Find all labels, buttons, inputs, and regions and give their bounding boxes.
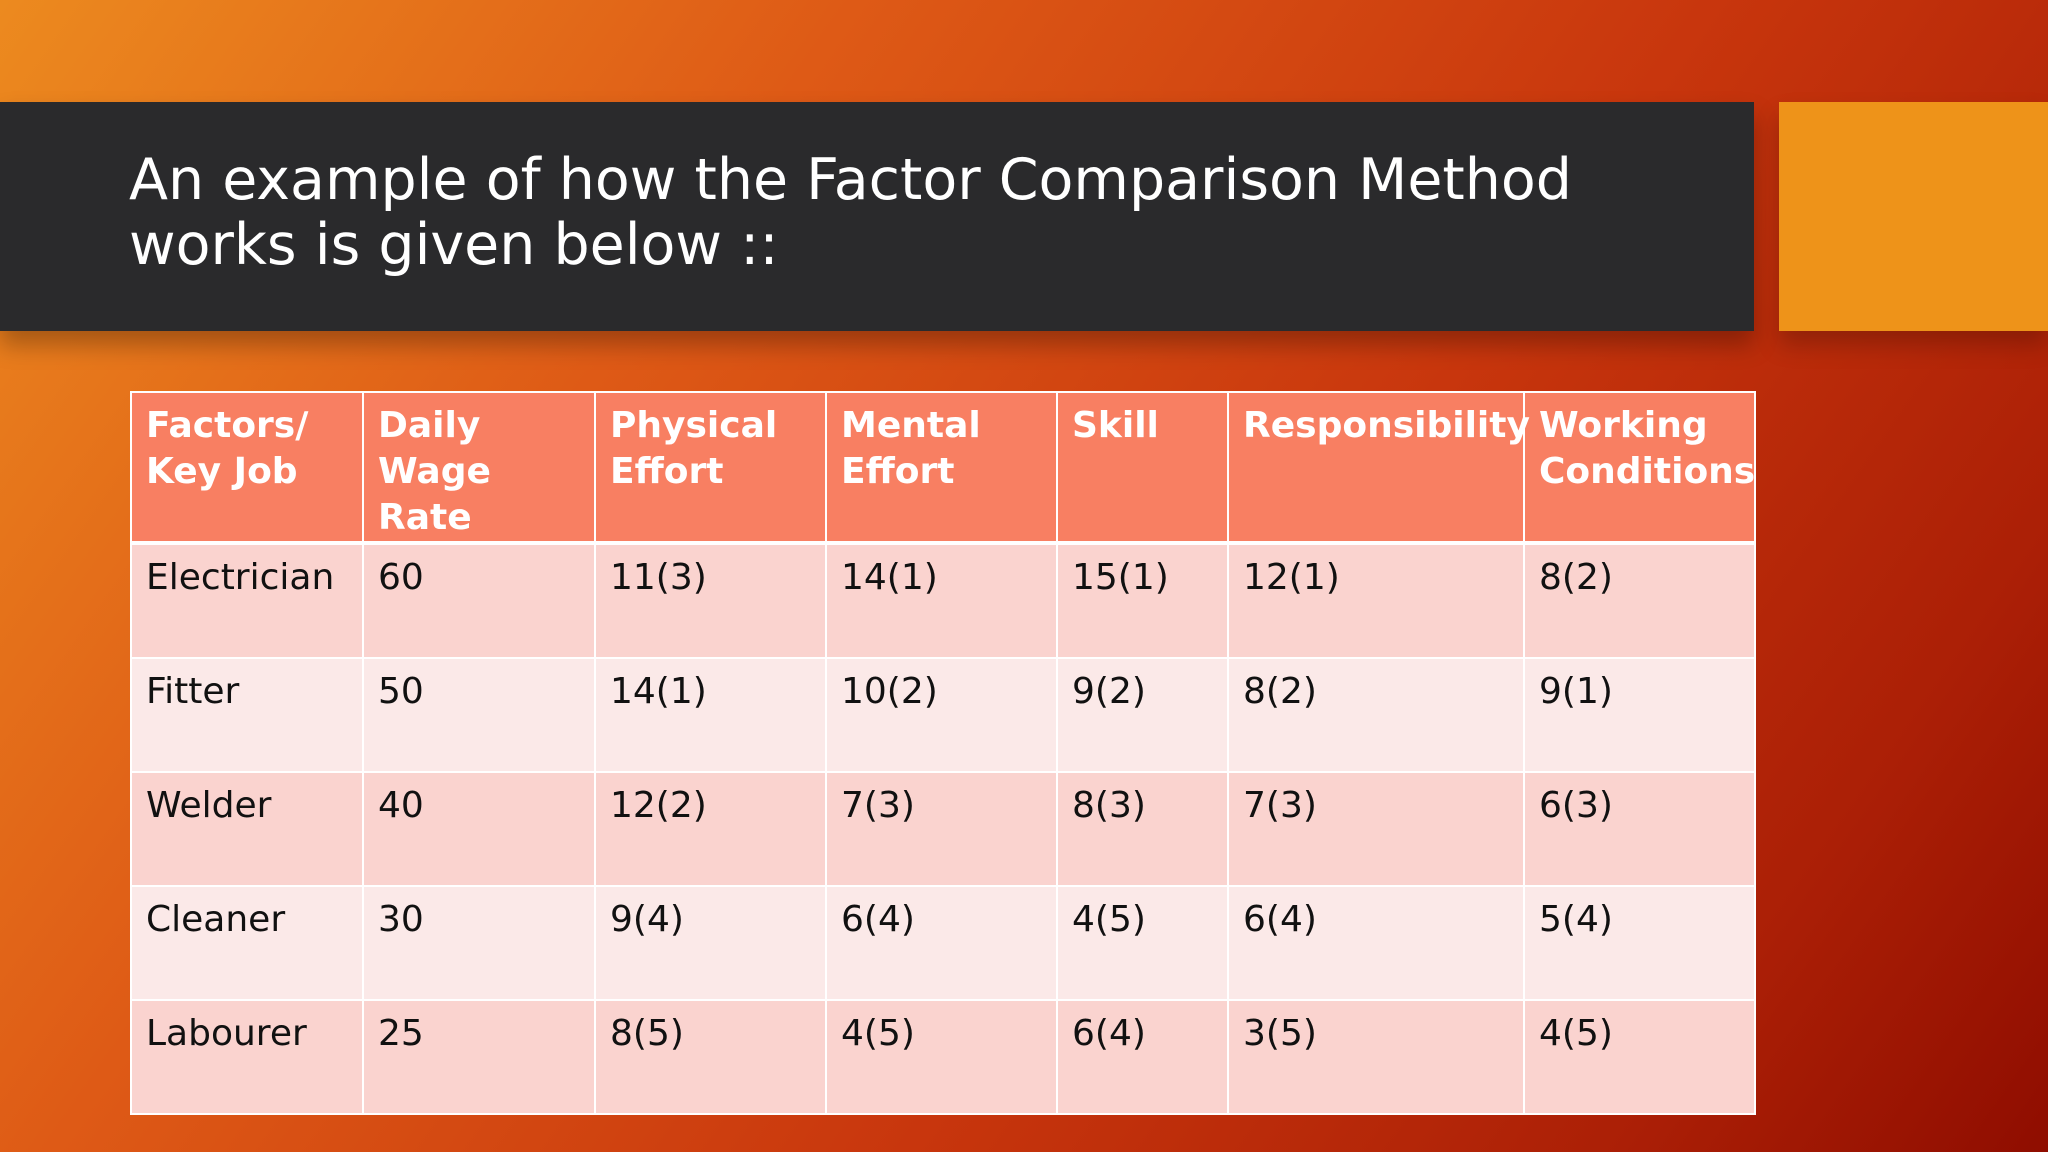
cell-working-conditions: 5(4) [1523, 885, 1756, 1001]
cell-key-job: Fitter [130, 657, 364, 773]
cell-working-conditions: 9(1) [1523, 657, 1756, 773]
cell-responsibility: 6(4) [1227, 885, 1525, 1001]
cell-daily-wage-rate: 60 [362, 542, 596, 659]
accent-block [1779, 102, 2048, 331]
slide-title: An example of how the Factor Comparison … [129, 147, 1572, 278]
title-band [0, 102, 1754, 331]
cell-physical-effort: 8(5) [594, 999, 827, 1115]
table-header-row: Factors/ Key Job Daily Wage Rate Physica… [130, 391, 1756, 545]
cell-mental-effort: 6(4) [825, 885, 1058, 1001]
cell-daily-wage-rate: 25 [362, 999, 596, 1115]
cell-mental-effort: 10(2) [825, 657, 1058, 773]
factor-comparison-table-container: Factors/ Key Job Daily Wage Rate Physica… [130, 391, 1756, 1115]
cell-responsibility: 8(2) [1227, 657, 1525, 773]
table-row: Labourer 25 8(5) 4(5) 6(4) 3(5) 4(5) [130, 999, 1756, 1115]
cell-working-conditions: 4(5) [1523, 999, 1756, 1115]
cell-skill: 8(3) [1056, 771, 1229, 887]
cell-mental-effort: 14(1) [825, 542, 1058, 659]
table-row: Welder 40 12(2) 7(3) 8(3) 7(3) 6(3) [130, 771, 1756, 887]
header-working-conditions: Working Conditions [1523, 391, 1756, 545]
table-row: Electrician 60 11(3) 14(1) 15(1) 12(1) 8… [130, 542, 1756, 659]
cell-physical-effort: 12(2) [594, 771, 827, 887]
cell-working-conditions: 6(3) [1523, 771, 1756, 887]
header-skill: Skill [1056, 391, 1229, 545]
header-physical-effort: Physical Effort [594, 391, 827, 545]
cell-skill: 4(5) [1056, 885, 1229, 1001]
cell-physical-effort: 9(4) [594, 885, 827, 1001]
cell-working-conditions: 8(2) [1523, 542, 1756, 659]
cell-daily-wage-rate: 50 [362, 657, 596, 773]
cell-responsibility: 7(3) [1227, 771, 1525, 887]
cell-skill: 15(1) [1056, 542, 1229, 659]
cell-skill: 6(4) [1056, 999, 1229, 1115]
factor-comparison-table: Factors/ Key Job Daily Wage Rate Physica… [130, 391, 1756, 1115]
cell-mental-effort: 4(5) [825, 999, 1058, 1115]
table-row: Cleaner 30 9(4) 6(4) 4(5) 6(4) 5(4) [130, 885, 1756, 1001]
cell-daily-wage-rate: 30 [362, 885, 596, 1001]
cell-daily-wage-rate: 40 [362, 771, 596, 887]
cell-responsibility: 3(5) [1227, 999, 1525, 1115]
header-factors-key-job: Factors/ Key Job [130, 391, 364, 545]
cell-physical-effort: 11(3) [594, 542, 827, 659]
header-daily-wage-rate: Daily Wage Rate [362, 391, 596, 545]
cell-key-job: Cleaner [130, 885, 364, 1001]
header-responsibility: Responsibility [1227, 391, 1530, 545]
cell-physical-effort: 14(1) [594, 657, 827, 773]
cell-mental-effort: 7(3) [825, 771, 1058, 887]
cell-key-job: Electrician [130, 542, 364, 659]
cell-responsibility: 12(1) [1227, 542, 1525, 659]
table-row: Fitter 50 14(1) 10(2) 9(2) 8(2) 9(1) [130, 657, 1756, 773]
cell-key-job: Welder [130, 771, 364, 887]
cell-key-job: Labourer [130, 999, 364, 1115]
cell-skill: 9(2) [1056, 657, 1229, 773]
header-mental-effort: Mental Effort [825, 391, 1058, 545]
